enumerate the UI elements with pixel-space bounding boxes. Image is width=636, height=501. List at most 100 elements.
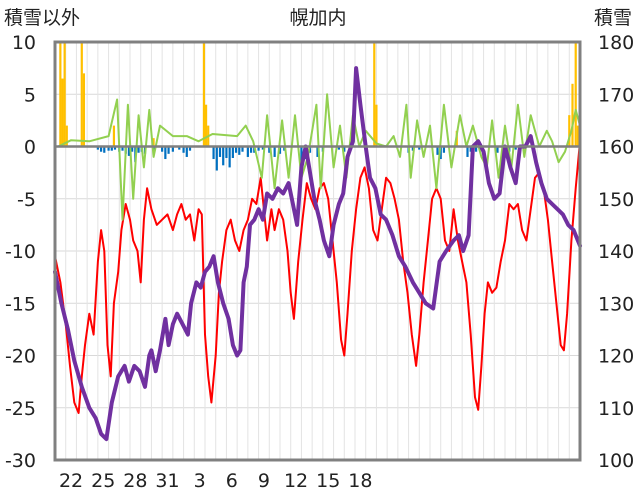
bar: [167, 146, 170, 154]
right-tick-label: 120: [598, 346, 634, 368]
bar: [268, 146, 271, 153]
right-tick-label: 170: [598, 84, 634, 106]
right-tick-label: 110: [598, 398, 634, 420]
x-tick-label: 6: [226, 470, 238, 492]
bar: [188, 146, 192, 151]
bar: [112, 125, 116, 147]
bar: [65, 125, 68, 147]
plot-border: [53, 40, 582, 462]
x-tick-label: 22: [59, 470, 83, 492]
bar: [273, 146, 276, 157]
bar: [137, 146, 140, 153]
bar: [171, 146, 174, 152]
right-tick-label: 100: [598, 450, 634, 472]
bar: [316, 146, 319, 157]
bar: [218, 146, 222, 157]
left-tick-label: -25: [5, 398, 36, 420]
x-tick-label: 3: [194, 470, 206, 492]
bar: [222, 146, 225, 166]
bar: [576, 125, 579, 147]
bar: [249, 146, 253, 153]
bar: [178, 146, 181, 150]
plot-frame: [53, 40, 582, 462]
left-tick-label: -15: [5, 293, 36, 315]
left-tick-label: -5: [17, 189, 36, 211]
bar: [212, 146, 215, 160]
bar: [182, 146, 185, 153]
bar: [96, 146, 99, 150]
series-line: [54, 140, 581, 414]
bar: [496, 146, 499, 153]
bar: [152, 138, 155, 147]
bar: [246, 146, 249, 157]
bar: [234, 146, 238, 153]
bar: [278, 146, 282, 154]
bar: [283, 146, 286, 151]
bar: [113, 146, 117, 150]
x-tick-label: 28: [123, 470, 147, 492]
left-tick-label: 10: [12, 32, 36, 54]
bar: [418, 146, 421, 150]
bar: [261, 146, 264, 150]
bar: [202, 42, 206, 147]
x-tick-label: 25: [91, 470, 115, 492]
left-tick-label: -30: [5, 450, 36, 472]
chart-title: 幌加内: [289, 7, 346, 29]
bar: [107, 146, 110, 151]
bar: [571, 83, 574, 147]
bar: [215, 146, 218, 171]
left-tick-label: -10: [5, 241, 36, 263]
bar: [204, 104, 208, 147]
bar: [574, 42, 577, 147]
bar: [225, 146, 228, 158]
bar: [99, 146, 103, 152]
bar: [257, 146, 260, 151]
bar: [80, 42, 83, 147]
bar: [238, 146, 241, 155]
bar: [131, 146, 134, 152]
right-tick-label: 130: [598, 293, 634, 315]
right-tick-label: 140: [598, 241, 634, 263]
right-tick-label: 160: [598, 137, 634, 159]
bar: [127, 146, 131, 156]
right-tick-label: 150: [598, 189, 634, 211]
bar: [161, 146, 164, 152]
bar: [343, 146, 346, 152]
bar: [375, 104, 378, 147]
bar: [61, 78, 64, 147]
left-tick-label: -20: [5, 346, 36, 368]
bar: [185, 146, 188, 157]
bar: [474, 146, 478, 152]
gridlines: [55, 42, 580, 460]
bar: [59, 42, 62, 147]
bar: [436, 146, 439, 155]
tick-labels: 10 5 0 -5 -10 -15 -20 -25 -30 180 170 160 150 140 130 1…: [5, 32, 634, 492]
bar: [164, 146, 167, 160]
bar: [514, 146, 517, 150]
bar: [121, 146, 124, 151]
right-tick-label: 180: [598, 32, 634, 54]
bar: [439, 146, 442, 160]
bar: [231, 146, 234, 158]
left-axis-title: 積雪以外: [4, 7, 80, 29]
bar: [373, 42, 376, 147]
bar: [442, 146, 446, 153]
x-tick-label: 15: [316, 470, 340, 492]
x-tick-label: 18: [348, 470, 372, 492]
bar: [469, 146, 472, 152]
bar: [82, 73, 86, 147]
bar: [568, 115, 571, 147]
right-axis-title: 積雪: [594, 7, 632, 29]
bar: [466, 146, 469, 157]
x-tick-label: 12: [284, 470, 308, 492]
bar: [411, 146, 414, 151]
bar: [337, 146, 341, 150]
bar: [63, 42, 66, 147]
x-tick-label: 9: [258, 470, 270, 492]
bar: [110, 146, 113, 151]
left-tick-label: 0: [24, 137, 36, 159]
bar: [228, 146, 231, 168]
left-tick-label: 5: [24, 84, 36, 106]
bar: [241, 146, 244, 152]
